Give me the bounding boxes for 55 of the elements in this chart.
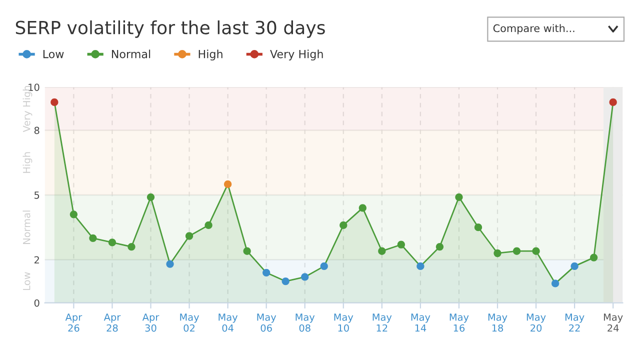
text: Low [43, 50, 64, 58]
x-tick-label: May 04 [218, 314, 238, 332]
point [378, 247, 386, 255]
point [166, 260, 174, 268]
x-tick-label: May 18 [488, 314, 508, 332]
point [243, 247, 251, 255]
x-tick-label: May 24 [604, 314, 623, 332]
point [397, 240, 406, 248]
point [416, 262, 424, 270]
point [551, 280, 560, 288]
point [262, 268, 270, 276]
point [455, 193, 463, 201]
y-tick-label: 5 [34, 192, 40, 199]
text: High [198, 50, 222, 60]
y-tick-label: 8 [34, 126, 40, 134]
x-tick-label: Apr 28 [104, 314, 121, 332]
point [358, 204, 366, 212]
x-tick-label: May 22 [565, 314, 584, 332]
x-tick-label: May 08 [296, 314, 315, 332]
point [512, 247, 521, 255]
chart-title: SERP volatility for the last 30 days [16, 20, 325, 38]
x-tick-label: May 10 [334, 314, 354, 332]
x-tick-label: May 02 [180, 314, 200, 332]
point [494, 249, 502, 258]
point [89, 234, 97, 242]
point [70, 210, 78, 218]
point [301, 273, 309, 281]
point [436, 242, 444, 251]
x-tick-label: May 12 [372, 314, 392, 332]
point [204, 221, 212, 230]
point [282, 277, 290, 286]
x-tick-label: Apr 26 [65, 314, 82, 332]
point [532, 247, 540, 255]
point [224, 180, 232, 188]
point [185, 232, 194, 240]
text: Very High [270, 50, 323, 60]
text: Compare with... [493, 24, 574, 34]
point [570, 262, 578, 270]
y-tick-label: 0 [34, 299, 40, 307]
point [108, 238, 116, 246]
point [128, 242, 136, 251]
text: Normal [112, 50, 150, 58]
x-tick-label: May 16 [450, 314, 469, 332]
point [340, 221, 348, 230]
point [474, 224, 482, 232]
y-tick-label: 2 [34, 256, 39, 264]
x-tick-label: May 06 [257, 314, 276, 332]
point [320, 262, 328, 270]
x-tick-label: May 14 [411, 314, 430, 332]
point [590, 254, 598, 262]
x-tick-label: May 20 [526, 314, 546, 332]
point [146, 193, 155, 201]
point [609, 98, 617, 106]
x-tick-label: Apr 30 [142, 314, 160, 332]
point [50, 98, 58, 106]
